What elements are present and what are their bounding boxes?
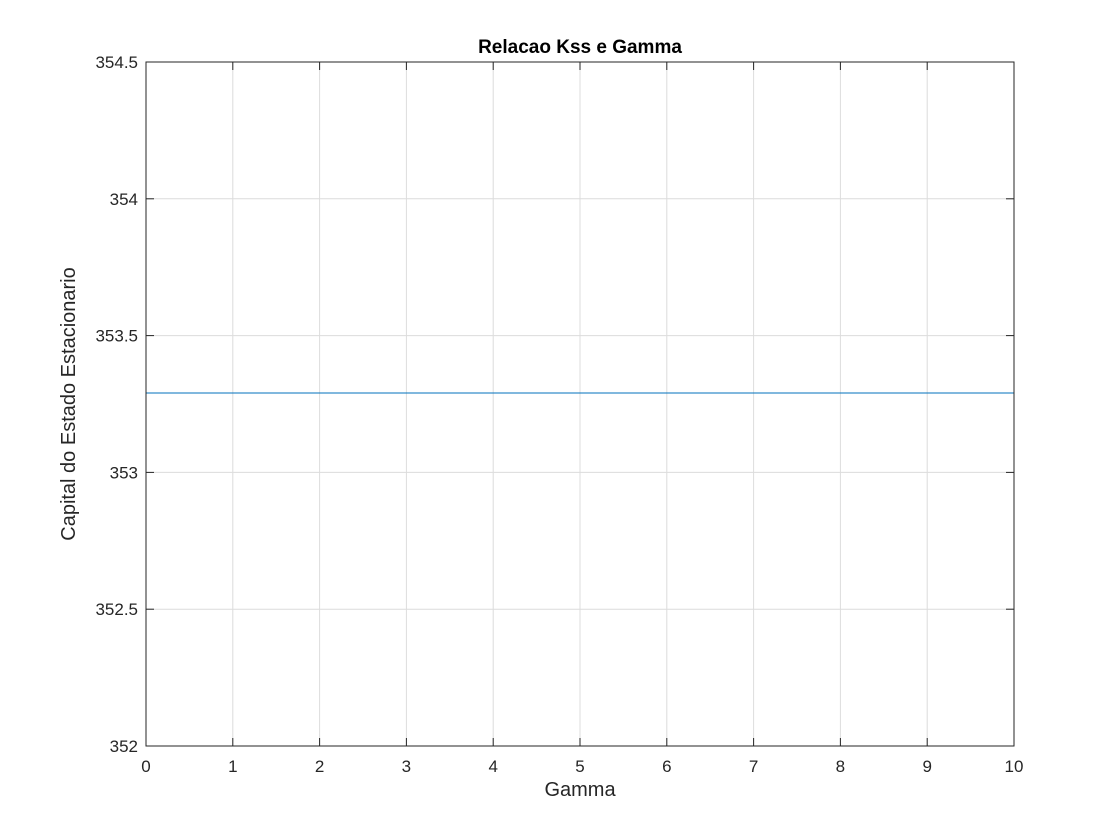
x-tick-labels: 0 1 2 3 4 5 6 7 8 9 10: [141, 757, 1023, 776]
x-tick-label: 4: [488, 757, 497, 776]
x-tick-label: 7: [749, 757, 758, 776]
y-tick-label: 352: [110, 737, 138, 756]
y-tick-label: 353.5: [95, 327, 138, 346]
x-tick-label: 10: [1005, 757, 1024, 776]
x-tick-label: 5: [575, 757, 584, 776]
x-tick-label: 2: [315, 757, 324, 776]
x-tick-label: 3: [402, 757, 411, 776]
y-axis-label: Capital do Estado Estacionario: [58, 267, 80, 541]
y-tick-label: 354.5: [95, 53, 138, 72]
x-tick-label: 1: [228, 757, 237, 776]
y-tick-label: 353: [110, 463, 138, 482]
y-tick-label: 354: [110, 190, 138, 209]
x-tick-label: 9: [922, 757, 931, 776]
x-tick-label: 6: [662, 757, 671, 776]
x-tick-label: 8: [836, 757, 845, 776]
plot-area: 0 1 2 3 4 5 6 7 8 9 10 352 352.5 353 353.5 354 354.5: [95, 53, 1023, 776]
chart-title: Relacao Kss e Gamma: [478, 37, 682, 58]
x-tick-label: 0: [141, 757, 150, 776]
y-tick-label: 352.5: [95, 600, 138, 619]
x-axis-label: Gamma: [544, 779, 616, 801]
y-tick-labels: 352 352.5 353 353.5 354 354.5: [95, 53, 138, 756]
tick-marks: [145, 61, 1015, 747]
